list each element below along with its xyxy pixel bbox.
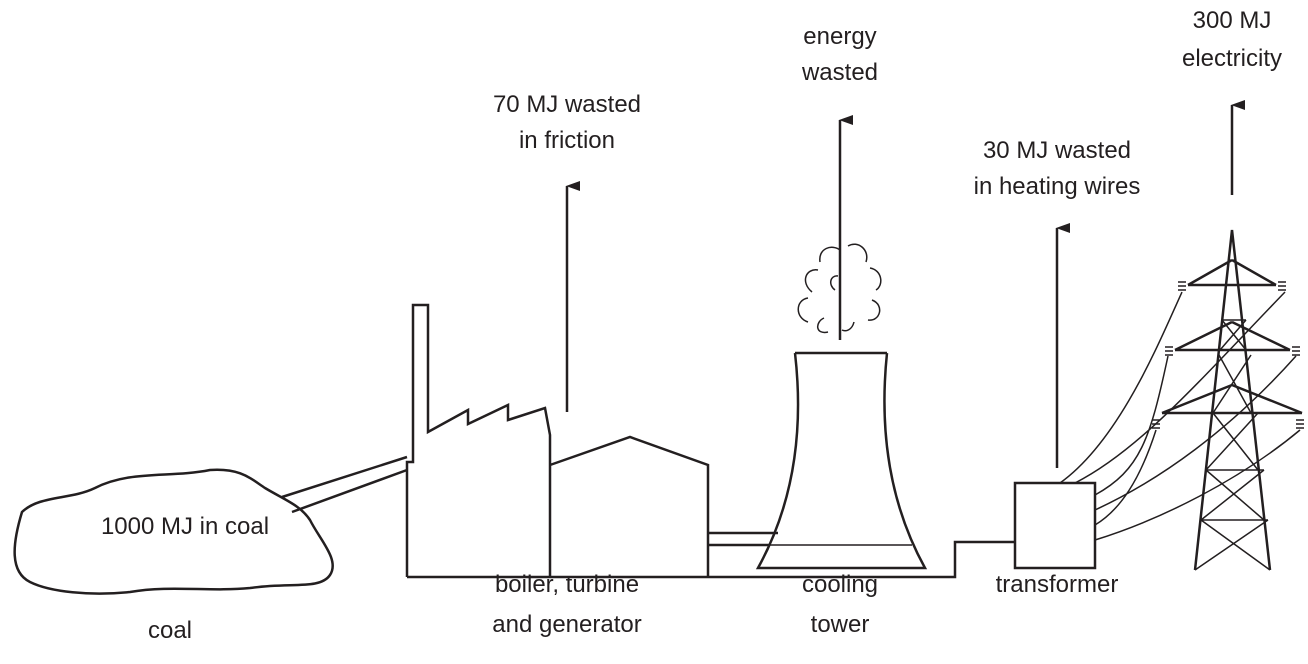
plant-label: and generator [492,611,641,638]
tower-label: tower [811,611,870,638]
tower-output: energy [803,23,876,50]
transformer-label: transformer [996,571,1119,598]
tower-label: cooling [802,571,878,598]
steam [797,243,882,334]
plant-output: 70 MJ wasted [493,91,641,118]
transformer-output: 30 MJ wasted [983,137,1131,164]
transformer-box [1013,481,1097,570]
coal-heap [13,468,334,595]
conveyor [281,455,408,514]
pylon-lattice [1194,319,1271,571]
wires [1059,291,1301,541]
plant-label: boiler, turbine [495,571,639,598]
coal-energy: 1000 MJ in coal [101,513,269,540]
tower-output: wasted [801,59,878,86]
cooling-tower [755,351,928,570]
pylon-output: 300 MJ [1193,7,1272,34]
coal-label: coal [148,617,192,644]
factory [405,303,710,577]
pylon [1161,229,1303,571]
transformer-output: in heating wires [974,173,1141,200]
plant-output: in friction [519,127,615,154]
insulators [1152,281,1304,429]
pylon-output: electricity [1182,45,1282,72]
pipes [407,531,1015,579]
